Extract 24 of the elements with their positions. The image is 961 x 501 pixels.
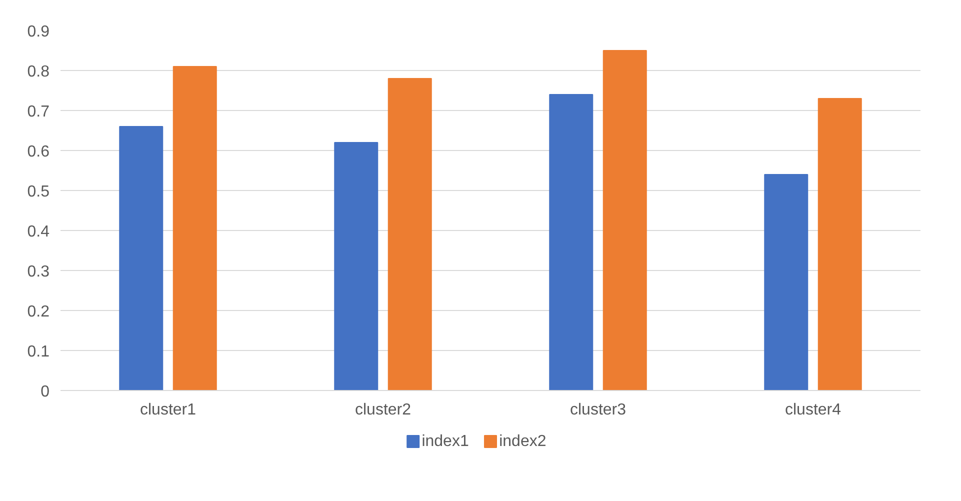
legend-label: index1 [422,433,469,450]
x-tick-label: cluster3 [570,402,626,418]
x-tick-label: cluster4 [784,402,842,418]
y-tick-label: 0.4 [27,224,50,240]
y-tick-label: 0.9 [27,24,50,40]
bar [549,94,594,390]
y-tick-label: 0.2 [27,304,50,320]
y-tick-label: 0 [40,384,50,400]
y-tick-label: 0.5 [27,184,50,200]
bar [818,98,862,390]
x-tick-label: cluster1 [140,402,196,418]
legend-label: index2 [499,433,546,450]
bar [172,66,217,390]
y-tick-label: 0.8 [27,64,50,80]
x-tick-label: cluster2 [354,402,412,418]
y-tick-label: 0.7 [27,104,50,120]
bar [602,50,647,390]
y-tick-label: 0.1 [27,344,50,360]
bar [388,78,432,390]
y-tick-label: 0.6 [27,144,50,160]
bar [764,174,808,390]
bar [119,126,164,390]
y-tick-label: 0.3 [27,264,50,280]
bar [334,142,378,390]
